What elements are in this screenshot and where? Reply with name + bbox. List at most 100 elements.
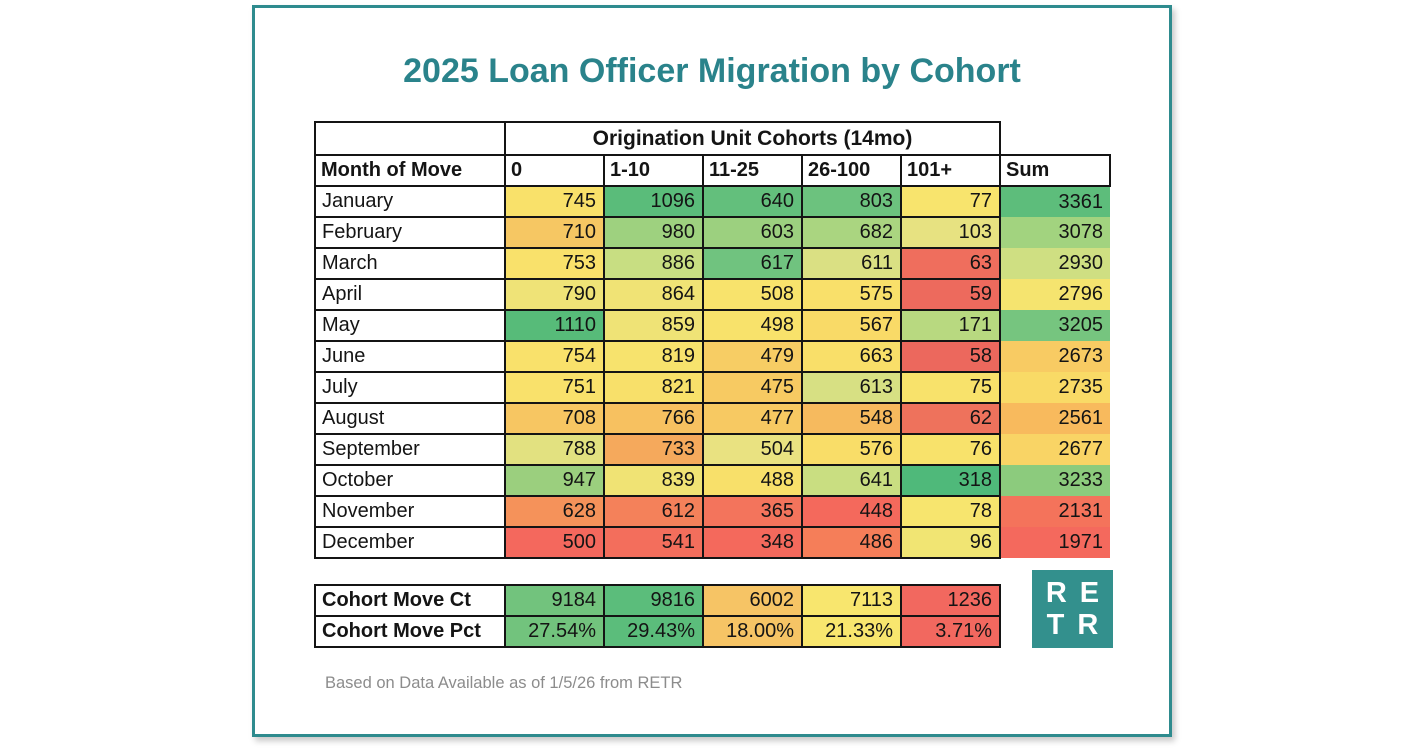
value-cell: 790 — [504, 278, 605, 311]
value-cell: 628 — [504, 495, 605, 528]
value-cell: 567 — [801, 309, 902, 342]
group-header: Origination Unit Cohorts (14mo) — [504, 121, 1001, 156]
column-header: 101+ — [900, 154, 1001, 187]
value-cell: 488 — [702, 464, 803, 497]
value-cell: 754 — [504, 340, 605, 373]
value-cell: 803 — [801, 185, 902, 218]
value-cell: 788 — [504, 433, 605, 466]
summary-rows: Cohort Move Ct 9184 9816 6002 7113 1236 Cohort… — [314, 584, 1001, 648]
value-cell: 59 — [900, 278, 1001, 311]
month-cell: April — [314, 278, 506, 311]
value-cell: 75 — [900, 371, 1001, 404]
month-cell: November — [314, 495, 506, 528]
retr-logo-line1: RE — [1045, 577, 1113, 610]
value-cell: 498 — [702, 309, 803, 342]
sum-cell: 2673 — [1000, 341, 1110, 372]
value-cell: 663 — [801, 340, 902, 373]
table-row: November 628 612 365 448 78 2131 — [314, 495, 1110, 528]
column-header: 11-25 — [702, 154, 803, 187]
month-cell: March — [314, 247, 506, 280]
value-cell: 318 — [900, 464, 1001, 497]
value-cell: 76 — [900, 433, 1001, 466]
summary-value-cell: 3.71% — [900, 615, 1001, 648]
value-cell: 77 — [900, 185, 1001, 218]
value-cell: 839 — [603, 464, 704, 497]
value-cell: 751 — [504, 371, 605, 404]
summary-value-cell: 7113 — [801, 584, 902, 617]
value-cell: 821 — [603, 371, 704, 404]
sum-cell: 2930 — [1000, 248, 1110, 279]
value-cell: 613 — [801, 371, 902, 404]
group-header-row: Origination Unit Cohorts (14mo) — [314, 121, 1110, 156]
table-row: April 790 864 508 575 59 2796 — [314, 278, 1110, 311]
column-header: 1-10 — [603, 154, 704, 187]
summary-value-cell: 29.43% — [603, 615, 704, 648]
summary-label: Cohort Move Ct — [314, 584, 506, 617]
table-row: May 1110 859 498 567 171 3205 — [314, 309, 1110, 342]
value-cell: 508 — [702, 278, 803, 311]
value-cell: 475 — [702, 371, 803, 404]
summary-value-cell: 6002 — [702, 584, 803, 617]
summary-label: Cohort Move Pct — [314, 615, 506, 648]
value-cell: 980 — [603, 216, 704, 249]
value-cell: 886 — [603, 247, 704, 280]
data-source-footnote: Based on Data Available as of 1/5/26 fro… — [325, 674, 683, 692]
value-cell: 612 — [603, 495, 704, 528]
month-cell: May — [314, 309, 506, 342]
table-row: August 708 766 477 548 62 2561 — [314, 402, 1110, 435]
corner-cell — [314, 121, 506, 156]
migration-table: Origination Unit Cohorts (14mo) Month of… — [314, 121, 1111, 559]
value-cell: 710 — [504, 216, 605, 249]
month-rows: January 745 1096 640 803 77 3361 February 710 980… — [314, 185, 1110, 559]
retr-logo: RE TR — [1032, 570, 1113, 648]
sum-cell: 1971 — [1000, 527, 1110, 558]
value-cell: 603 — [702, 216, 803, 249]
month-cell: February — [314, 216, 506, 249]
retr-logo-line2: TR — [1046, 608, 1112, 641]
column-header: 26-100 — [801, 154, 902, 187]
summary-value-cell: 21.33% — [801, 615, 902, 648]
value-cell: 859 — [603, 309, 704, 342]
blank-cell — [1000, 122, 1110, 155]
column-header-row: Month of Move 0 1-10 11-25 26-100 101+ Sum — [314, 154, 1111, 187]
page-title: 2025 Loan Officer Migration by Cohort — [403, 52, 1021, 90]
table-row: February 710 980 603 682 103 3078 — [314, 216, 1110, 249]
value-cell: 103 — [900, 216, 1001, 249]
value-cell: 617 — [702, 247, 803, 280]
column-header: Sum — [999, 154, 1111, 187]
sum-cell: 2131 — [1000, 496, 1110, 527]
month-cell: December — [314, 526, 506, 559]
summary-value-cell: 27.54% — [504, 615, 605, 648]
value-cell: 479 — [702, 340, 803, 373]
month-cell: October — [314, 464, 506, 497]
column-header: 0 — [504, 154, 605, 187]
table-row: March 753 886 617 611 63 2930 — [314, 247, 1110, 280]
table-row: July 751 821 475 613 75 2735 — [314, 371, 1110, 404]
summary-value-cell: 9184 — [504, 584, 605, 617]
value-cell: 62 — [900, 402, 1001, 435]
value-cell: 611 — [801, 247, 902, 280]
value-cell: 548 — [801, 402, 902, 435]
value-cell: 733 — [603, 433, 704, 466]
month-cell: January — [314, 185, 506, 218]
value-cell: 753 — [504, 247, 605, 280]
value-cell: 541 — [603, 526, 704, 559]
sum-cell: 3361 — [1000, 186, 1110, 217]
table-row: June 754 819 479 663 58 2673 — [314, 340, 1110, 373]
value-cell: 575 — [801, 278, 902, 311]
sum-cell: 3233 — [1000, 465, 1110, 496]
value-cell: 766 — [603, 402, 704, 435]
table-row: October 947 839 488 641 318 3233 — [314, 464, 1110, 497]
sum-cell: 3078 — [1000, 217, 1110, 248]
value-cell: 745 — [504, 185, 605, 218]
sum-cell: 2561 — [1000, 403, 1110, 434]
sum-cell: 3205 — [1000, 310, 1110, 341]
month-cell: September — [314, 433, 506, 466]
value-cell: 171 — [900, 309, 1001, 342]
value-cell: 78 — [900, 495, 1001, 528]
sum-cell: 2735 — [1000, 372, 1110, 403]
summary-value-cell: 1236 — [900, 584, 1001, 617]
value-cell: 640 — [702, 185, 803, 218]
summary-row: Cohort Move Pct 27.54% 29.43% 18.00% 21.33% 3… — [314, 615, 1001, 648]
value-cell: 504 — [702, 433, 803, 466]
